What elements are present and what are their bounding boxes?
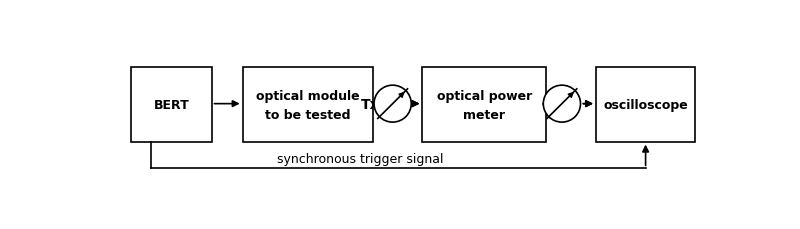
Text: Tx: Tx <box>360 97 379 111</box>
Text: optical power
meter: optical power meter <box>437 89 532 121</box>
Bar <box>131 68 211 142</box>
Bar <box>422 68 546 142</box>
Ellipse shape <box>374 86 411 123</box>
Text: oscilloscope: oscilloscope <box>603 99 688 112</box>
Ellipse shape <box>543 86 581 123</box>
Bar <box>242 68 373 142</box>
Text: optical module
to be tested: optical module to be tested <box>256 89 359 121</box>
Text: BERT: BERT <box>154 99 189 112</box>
Text: synchronous trigger signal: synchronous trigger signal <box>277 152 444 165</box>
Bar <box>596 68 695 142</box>
